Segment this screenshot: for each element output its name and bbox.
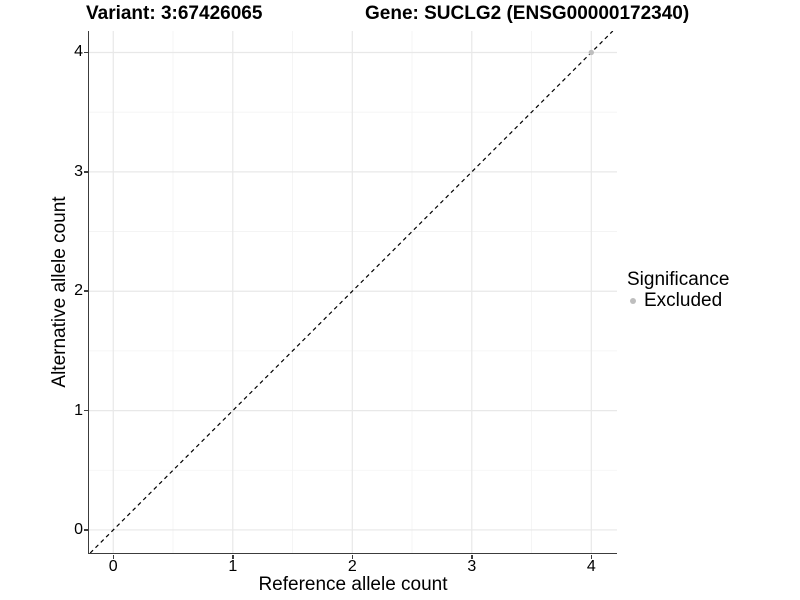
x-axis-title: Reference allele count xyxy=(258,574,448,595)
legend-point-icon xyxy=(630,297,636,304)
x-axis-tick xyxy=(590,554,593,559)
x-axis-tick xyxy=(471,554,473,559)
x-tick-label: 4 xyxy=(586,558,596,575)
y-axis-tick xyxy=(83,171,88,173)
x-axis-tick xyxy=(351,554,354,559)
plot-panel xyxy=(87,31,617,554)
y-axis-tick xyxy=(83,290,88,292)
legend-title: Significance xyxy=(627,269,730,290)
y-tick-label: 2 xyxy=(74,282,83,300)
y-tick-label: 3 xyxy=(74,162,83,180)
x-axis-tick xyxy=(112,554,114,559)
data-point-excluded xyxy=(588,49,594,56)
y-tick-label: 4 xyxy=(74,43,83,61)
x-tick-label: 0 xyxy=(108,558,118,575)
variant-title: Variant: 3:67426065 xyxy=(86,3,263,24)
legend: Significance Excluded xyxy=(627,269,729,311)
x-tick-label: 3 xyxy=(467,558,477,575)
x-tick-label: 1 xyxy=(228,558,238,575)
y-tick-label: 1 xyxy=(74,401,83,419)
identity-line xyxy=(89,31,613,553)
legend-entry-label: Excluded xyxy=(644,290,723,311)
legend-entry-excluded: Excluded xyxy=(627,290,729,311)
x-axis-tick xyxy=(232,554,234,559)
y-axis-tick xyxy=(83,51,88,54)
y-axis-title: Alternative allele count xyxy=(49,196,70,388)
y-axis-tick xyxy=(83,529,88,531)
x-tick-label: 2 xyxy=(347,558,357,575)
plot-canvas xyxy=(88,31,617,553)
gene-title: Gene: SUCLG2 (ENSG00000172340) xyxy=(365,3,690,24)
y-axis-tick xyxy=(83,409,88,412)
y-tick-label: 0 xyxy=(74,520,83,538)
